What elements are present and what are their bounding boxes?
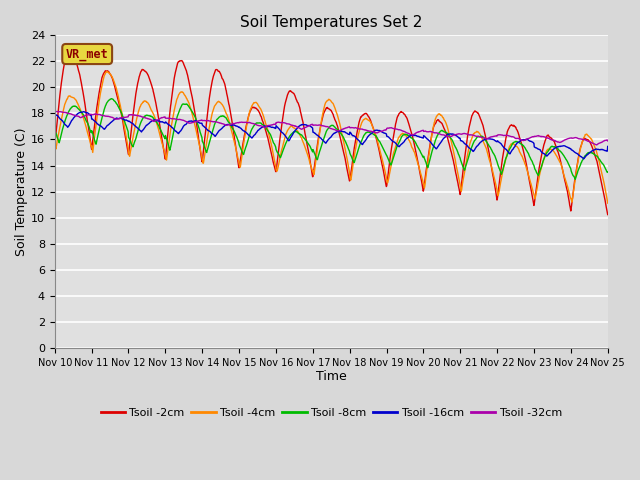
X-axis label: Time: Time bbox=[316, 370, 347, 384]
Tsoil -4cm bbox=[93, 110, 101, 116]
Tsoil -16cm bbox=[604, 144, 612, 149]
Tsoil -16cm bbox=[286, 137, 294, 143]
Line: Tsoil -2cm: Tsoil -2cm bbox=[55, 49, 608, 215]
Tsoil -4cm bbox=[116, 103, 124, 109]
Tsoil -8cm bbox=[572, 177, 579, 182]
Title: Soil Temperatures Set 2: Soil Temperatures Set 2 bbox=[240, 15, 422, 30]
Tsoil -2cm bbox=[286, 88, 294, 94]
Tsoil -2cm bbox=[298, 112, 305, 118]
Tsoil -32cm bbox=[286, 121, 294, 127]
Legend: Tsoil -2cm, Tsoil -4cm, Tsoil -8cm, Tsoil -16cm, Tsoil -32cm: Tsoil -2cm, Tsoil -4cm, Tsoil -8cm, Tsoi… bbox=[96, 403, 566, 422]
Y-axis label: Soil Temperature (C): Soil Temperature (C) bbox=[15, 127, 28, 256]
Tsoil -32cm bbox=[307, 122, 315, 128]
Tsoil -2cm bbox=[307, 165, 315, 170]
Tsoil -16cm bbox=[80, 108, 88, 114]
Tsoil -8cm bbox=[286, 133, 294, 139]
Tsoil -32cm bbox=[604, 138, 612, 144]
Tsoil -32cm bbox=[593, 142, 600, 148]
Line: Tsoil -8cm: Tsoil -8cm bbox=[55, 99, 608, 180]
Tsoil -16cm bbox=[116, 115, 124, 121]
Tsoil -16cm bbox=[366, 132, 374, 138]
Tsoil -32cm bbox=[366, 129, 374, 134]
Tsoil -8cm bbox=[108, 96, 115, 102]
Tsoil -8cm bbox=[307, 146, 315, 152]
Tsoil -8cm bbox=[93, 134, 101, 140]
Tsoil -32cm bbox=[51, 109, 59, 115]
Tsoil -16cm bbox=[51, 111, 59, 117]
Tsoil -8cm bbox=[116, 108, 124, 114]
Tsoil -8cm bbox=[366, 130, 374, 135]
Tsoil -4cm bbox=[307, 164, 315, 170]
Tsoil -4cm bbox=[103, 69, 111, 74]
Tsoil -2cm bbox=[51, 142, 59, 148]
Tsoil -32cm bbox=[94, 111, 102, 117]
Line: Tsoil -32cm: Tsoil -32cm bbox=[55, 111, 608, 145]
Tsoil -8cm bbox=[51, 127, 59, 133]
Tsoil -4cm bbox=[286, 125, 294, 131]
Line: Tsoil -4cm: Tsoil -4cm bbox=[55, 72, 608, 203]
Tsoil -16cm bbox=[94, 121, 102, 127]
Tsoil -2cm bbox=[66, 47, 74, 52]
Tsoil -32cm bbox=[298, 126, 305, 132]
Line: Tsoil -16cm: Tsoil -16cm bbox=[55, 111, 608, 159]
Tsoil -8cm bbox=[298, 132, 305, 138]
Tsoil -32cm bbox=[116, 115, 124, 121]
Tsoil -8cm bbox=[604, 169, 612, 175]
Tsoil -2cm bbox=[116, 107, 124, 112]
Text: VR_met: VR_met bbox=[66, 48, 109, 60]
Tsoil -4cm bbox=[298, 134, 305, 140]
Tsoil -16cm bbox=[580, 156, 588, 162]
Tsoil -4cm bbox=[51, 142, 59, 147]
Tsoil -2cm bbox=[94, 97, 102, 103]
Tsoil -4cm bbox=[604, 200, 612, 206]
Tsoil -16cm bbox=[307, 124, 315, 130]
Tsoil -2cm bbox=[366, 116, 374, 122]
Tsoil -32cm bbox=[52, 108, 60, 114]
Tsoil -4cm bbox=[366, 118, 374, 124]
Tsoil -16cm bbox=[298, 122, 305, 128]
Tsoil -2cm bbox=[604, 212, 612, 217]
